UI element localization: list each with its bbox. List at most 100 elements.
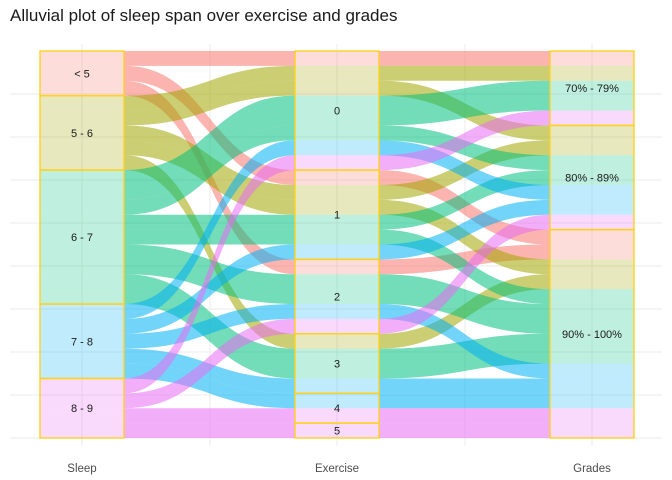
stratum-label-4: 4	[334, 403, 340, 415]
flow-ribbon-6-7	[124, 125, 295, 215]
grid-lines	[10, 44, 662, 446]
stratum-segment	[295, 51, 379, 66]
flow-ribbon-8-9	[379, 214, 550, 334]
stratum-segment	[40, 363, 124, 379]
flow-ribbon-6-7	[379, 333, 550, 379]
stratum-segment	[550, 259, 634, 275]
flow-ribbon-6-7	[379, 80, 550, 126]
stratum-segment	[295, 393, 379, 409]
stratum-segment	[40, 155, 124, 171]
stratum-label-3: 3	[334, 359, 340, 371]
stratum-segment	[40, 304, 124, 319]
stratum-segment	[295, 408, 379, 424]
stratum-segment	[550, 199, 634, 215]
stratum-segment	[550, 65, 634, 81]
stratum-label-80-89: 80% - 89%	[565, 173, 619, 185]
stratum-box-8-9	[39, 377, 125, 439]
stratum-segment	[550, 140, 634, 156]
stratum-segment	[550, 274, 634, 290]
flow-ribbon-7-8	[124, 363, 295, 409]
stratum-segment	[550, 214, 634, 230]
flow-ribbon-8-9	[124, 408, 295, 424]
stratum-segment	[295, 274, 379, 305]
flow-ribbon-6-7	[124, 229, 295, 245]
axis-label-grades: Grades	[573, 463, 611, 475]
stratum-segment	[550, 333, 634, 364]
stratum-segment	[40, 214, 124, 230]
stratum-segment	[40, 318, 124, 334]
stratum-segment	[40, 408, 124, 424]
strata	[39, 50, 635, 439]
flow-ribbon-7-8	[124, 244, 295, 334]
flow-ribbon-7-8	[379, 393, 550, 409]
stratum-segment	[295, 244, 379, 260]
axis-label-exercise: Exercise	[315, 463, 359, 475]
stratum-segment	[40, 140, 124, 156]
flow-ribbon-5	[124, 51, 295, 66]
stratum-segment	[40, 378, 124, 394]
flow-ribbon-5	[379, 51, 550, 66]
stratum-label-70-79: 70% - 79%	[565, 83, 619, 95]
stratum-box-5	[294, 422, 380, 439]
flow-ribbon-8-9	[124, 423, 295, 438]
stratum-labels: < 5 5 - 6 6 - 7 7 - 8 8 - 9 0 1 2 3 4 5 70% - 79% 80…	[71, 68, 622, 437]
stratum-segment	[550, 304, 634, 334]
stratum-segment	[295, 125, 379, 141]
stratum-segment	[295, 95, 379, 126]
stratum-segment	[295, 229, 379, 245]
stratum-segment	[295, 423, 379, 438]
stratum-segment	[295, 184, 379, 200]
stratum-segment	[295, 155, 379, 171]
stratum-segment	[40, 244, 124, 275]
axis-labels: Sleep Exercise Grades	[67, 463, 611, 475]
stratum-segment	[40, 80, 124, 96]
stratum-segment	[40, 393, 124, 409]
stratum-segment	[550, 229, 634, 245]
stratum-label-6-7: 6 - 7	[71, 232, 93, 244]
stratum-segment	[40, 423, 124, 438]
stratum-label-5: < 5	[74, 68, 90, 80]
stratum-segment	[550, 423, 634, 438]
stratum-segment	[550, 80, 634, 111]
stratum-segment	[550, 110, 634, 126]
stratum-segment	[295, 140, 379, 156]
stratum-segment	[40, 125, 124, 141]
stratum-label-1: 1	[334, 210, 340, 222]
flow-ribbon-7-8	[379, 378, 550, 394]
stratum-segment	[40, 333, 124, 349]
flow-ribbon-8-9	[379, 408, 550, 424]
stratum-segment	[295, 170, 379, 185]
stratum-segment	[550, 393, 634, 409]
stratum-segment	[295, 318, 379, 334]
stratum-label-2: 2	[334, 292, 340, 304]
stratum-segment	[40, 51, 124, 66]
stratum-label-5-6: 5 - 6	[71, 128, 93, 140]
flow-ribbon-8-9	[379, 110, 550, 171]
stratum-segment	[295, 378, 379, 394]
flow-ribbon-5-6	[379, 65, 550, 81]
flow-ribbon-7-8	[379, 199, 550, 260]
stratum-segment	[295, 333, 379, 349]
stratum-segment	[295, 304, 379, 319]
flow-ribbon-5-6	[124, 65, 295, 111]
stratum-segment	[550, 51, 634, 66]
stratum-segment	[40, 348, 124, 364]
stratum-segment	[40, 95, 124, 111]
stratum-segment	[550, 155, 634, 171]
stratum-segment	[40, 65, 124, 81]
stratum-label-8-9: 8 - 9	[71, 403, 93, 415]
flow-ribbon-7-8	[124, 304, 295, 349]
stratum-segment	[40, 199, 124, 215]
stratum-segment	[295, 80, 379, 96]
flow-ribbon-6-7	[124, 95, 295, 200]
stratum-segment	[550, 363, 634, 379]
flow-ribbon-5-6	[124, 80, 295, 126]
stratum-segment	[550, 125, 634, 141]
stratum-segment	[40, 229, 124, 245]
stratum-segment	[550, 170, 634, 185]
stratum-segment	[295, 65, 379, 81]
flow-ribbon-5	[124, 65, 295, 185]
stratum-segment	[40, 274, 124, 305]
chart-title: Alluvial plot of sleep span over exercis…	[10, 6, 397, 25]
